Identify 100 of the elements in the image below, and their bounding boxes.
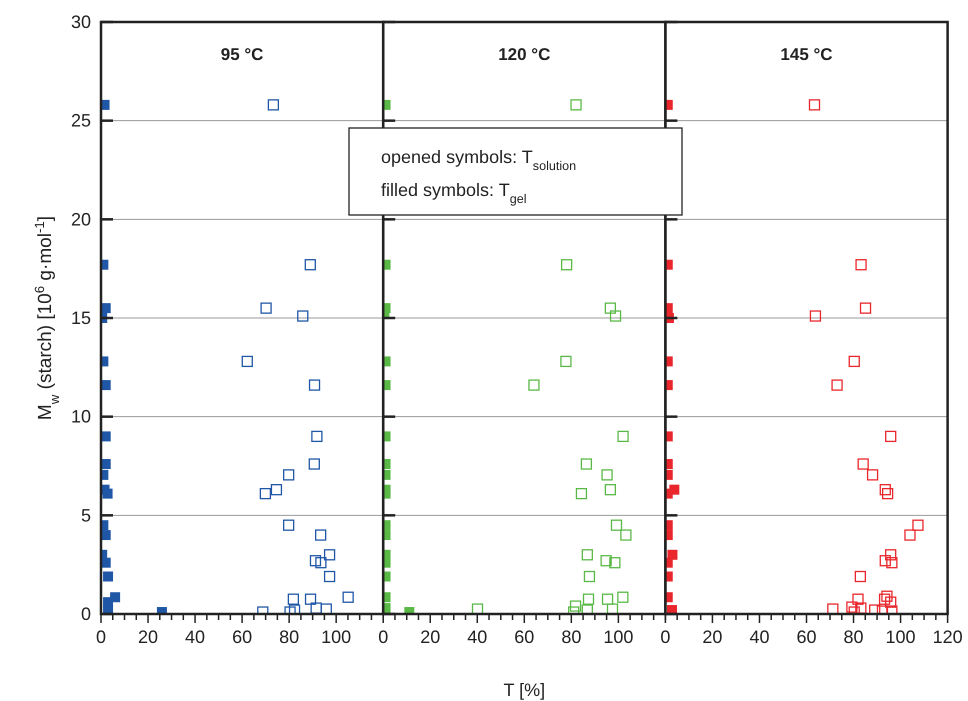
x-tick-label: 20 <box>702 627 722 647</box>
point <box>869 604 880 614</box>
x-tick-label: 20 <box>138 627 158 647</box>
point <box>560 259 572 270</box>
point <box>617 430 629 442</box>
point <box>324 549 336 560</box>
point <box>342 592 354 603</box>
point <box>102 488 113 499</box>
point <box>846 601 858 613</box>
point <box>584 570 596 582</box>
x-tick-label: 60 <box>232 627 252 647</box>
point <box>885 549 896 560</box>
point <box>260 488 272 500</box>
point <box>242 356 253 368</box>
point <box>560 356 572 368</box>
point <box>268 99 280 111</box>
point <box>810 310 822 322</box>
x-tick-label: 0 <box>660 627 670 647</box>
point <box>324 570 336 582</box>
point <box>580 458 592 470</box>
point <box>609 557 620 568</box>
x-tick-label: 120 <box>932 627 963 647</box>
point <box>880 555 891 566</box>
point <box>604 484 616 496</box>
point <box>831 379 843 391</box>
point <box>604 302 616 314</box>
x-tick-label: 80 <box>561 627 582 647</box>
y-tick-label: 0 <box>80 604 91 624</box>
point <box>858 458 869 470</box>
point <box>315 557 327 568</box>
point <box>576 488 588 500</box>
point <box>886 557 898 568</box>
y-tick-label: 10 <box>70 406 91 427</box>
point <box>881 590 893 602</box>
x-tick-label: 100 <box>886 627 916 647</box>
point <box>600 555 612 566</box>
point <box>601 469 613 481</box>
point <box>878 594 890 605</box>
annotation: filled symbols: T$_{gel}$ <box>381 180 527 206</box>
x-tick-label: 40 <box>467 627 488 647</box>
point <box>885 596 896 608</box>
point <box>610 310 622 322</box>
point <box>270 484 282 496</box>
point <box>866 469 878 481</box>
x-tick-label: 0 <box>378 627 388 647</box>
x-tick-label: 100 <box>321 627 352 647</box>
x-tick-label: 20 <box>420 627 440 647</box>
point <box>297 310 308 322</box>
point <box>528 379 540 391</box>
y-tick-label: 20 <box>70 209 91 230</box>
point <box>311 430 323 442</box>
x-axis-title: T [%] <box>503 680 546 700</box>
point <box>617 592 628 603</box>
point <box>582 594 594 605</box>
point <box>848 356 860 368</box>
x-tick-label: 80 <box>279 627 300 647</box>
x-tick-label: 40 <box>749 627 770 647</box>
point <box>855 602 866 614</box>
point <box>570 99 582 111</box>
point <box>304 594 316 605</box>
point <box>308 458 320 470</box>
annotation: opened symbols: T$_{solution}$ <box>381 147 576 173</box>
point <box>308 379 320 391</box>
point <box>852 594 864 605</box>
text: 120 °C <box>498 45 550 64</box>
point <box>602 594 614 605</box>
point <box>885 430 896 442</box>
point <box>288 604 300 614</box>
point <box>304 259 316 270</box>
y-tick-label: 30 <box>70 12 91 32</box>
x-tick-label: 0 <box>96 627 106 647</box>
point <box>880 484 891 496</box>
x-tick-label: 80 <box>844 627 864 647</box>
point <box>103 572 114 582</box>
point <box>310 602 322 614</box>
text: 95 °C <box>220 45 264 64</box>
point <box>283 469 294 481</box>
point <box>310 555 322 566</box>
x-tick-label: 60 <box>514 627 534 647</box>
x-tick-label: 60 <box>796 627 817 647</box>
text: 145 °C <box>780 45 833 64</box>
point <box>620 529 632 541</box>
point <box>855 259 867 270</box>
point <box>912 520 924 531</box>
point <box>288 594 300 605</box>
x-tick-label: 100 <box>603 627 634 647</box>
point <box>283 520 294 531</box>
y-tick-label: 25 <box>70 110 91 131</box>
point <box>610 520 622 531</box>
point <box>570 600 582 612</box>
point <box>860 302 872 314</box>
x-tick-label: 40 <box>185 627 206 647</box>
point <box>882 488 894 500</box>
point <box>260 302 272 314</box>
point <box>582 549 593 560</box>
point <box>808 99 820 111</box>
point <box>904 529 916 541</box>
point <box>854 570 866 582</box>
point <box>314 529 326 541</box>
y-tick-label: 5 <box>80 505 91 526</box>
